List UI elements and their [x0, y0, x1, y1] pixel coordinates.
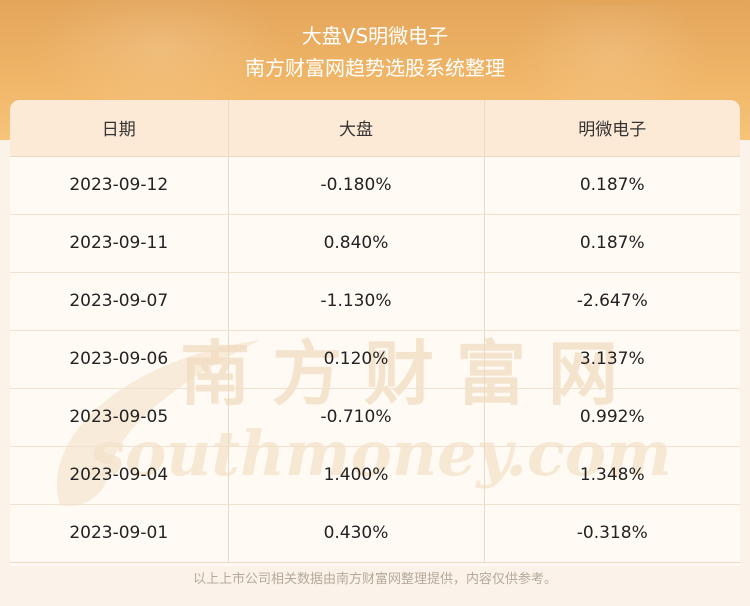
cell-market-change: -0.180% — [228, 156, 485, 215]
cell-date: 2023-09-04 — [10, 446, 229, 505]
cell-stock-change: -2.647% — [484, 272, 740, 331]
table-row: 2023-09-11 0.840% 0.187% — [10, 214, 740, 273]
table-row: 2023-09-01 0.430% -0.318% — [10, 504, 740, 563]
cell-market-change: -1.130% — [228, 272, 485, 331]
data-table-panel: 日期 大盘 明微电子 2023-09-12 -0.180% 0.187% 202… — [10, 100, 740, 566]
column-header-stock: 明微电子 — [484, 100, 740, 157]
cell-stock-change: -0.318% — [484, 504, 740, 563]
cell-date: 2023-09-06 — [10, 330, 229, 389]
cell-market-change: 0.430% — [228, 504, 485, 563]
cell-date: 2023-09-11 — [10, 214, 229, 273]
cell-stock-change: 1.348% — [484, 446, 740, 505]
page-subtitle: 南方财富网趋势选股系统整理 — [245, 56, 505, 80]
page-title: 大盘VS明微电子 — [301, 24, 449, 48]
cell-stock-change: 0.187% — [484, 156, 740, 215]
cell-date: 2023-09-01 — [10, 504, 229, 563]
table-row: 2023-09-07 -1.130% -2.647% — [10, 272, 740, 331]
column-header-date: 日期 — [10, 100, 229, 157]
table-row: 2023-09-12 -0.180% 0.187% — [10, 156, 740, 215]
cell-stock-change: 0.992% — [484, 388, 740, 447]
cell-stock-change: 0.187% — [484, 214, 740, 273]
cell-date: 2023-09-07 — [10, 272, 229, 331]
cell-market-change: -0.710% — [228, 388, 485, 447]
cell-date: 2023-09-05 — [10, 388, 229, 447]
table-row: 2023-09-04 1.400% 1.348% — [10, 446, 740, 505]
cell-market-change: 0.120% — [228, 330, 485, 389]
cell-market-change: 0.840% — [228, 214, 485, 273]
footer-disclaimer: 以上上市公司相关数据由南方财富网整理提供，内容仅供参考。 — [192, 572, 557, 587]
cell-date: 2023-09-12 — [10, 156, 229, 215]
comparison-table: 日期 大盘 明微电子 2023-09-12 -0.180% 0.187% 202… — [10, 100, 740, 563]
header-banner: 大盘VS明微电子 南方财富网趋势选股系统整理 — [0, 0, 750, 140]
table-header-row: 日期 大盘 明微电子 — [10, 100, 740, 157]
table-row: 2023-09-05 -0.710% 0.992% — [10, 388, 740, 447]
cell-market-change: 1.400% — [228, 446, 485, 505]
table-row: 2023-09-06 0.120% 3.137% — [10, 330, 740, 389]
cell-stock-change: 3.137% — [484, 330, 740, 389]
column-header-market: 大盘 — [228, 100, 485, 157]
